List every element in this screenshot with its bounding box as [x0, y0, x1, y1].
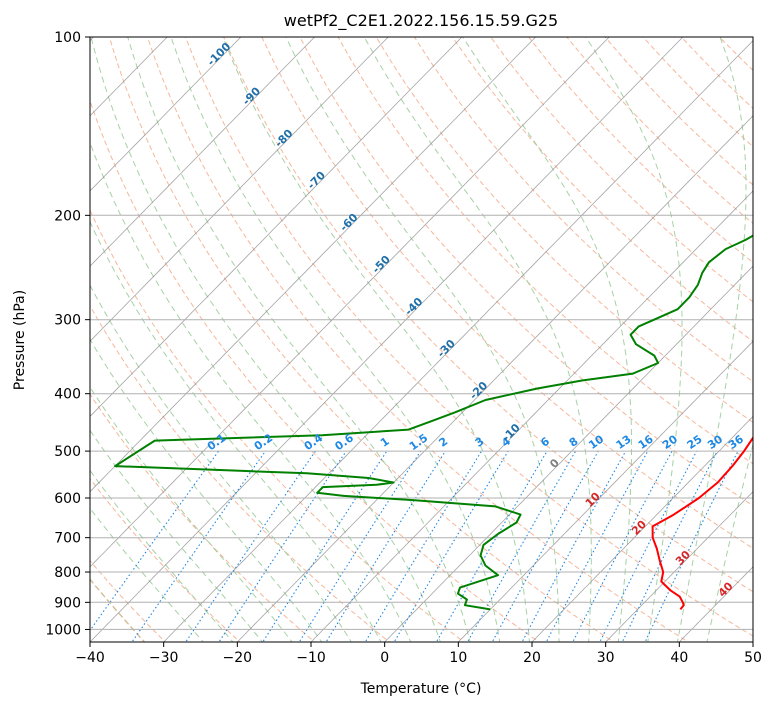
mixing-ratio-line [545, 450, 649, 642]
x-tick-label: 20 [523, 650, 541, 666]
moist-adiabat-line [90, 141, 412, 642]
x-axis-title: Temperature (°C) [360, 681, 482, 697]
dry-adiabat-line [90, 393, 316, 642]
y-tick-label: 900 [54, 595, 81, 611]
x-tick-label: 30 [597, 650, 615, 666]
dry-adiabat-line [413, 37, 753, 383]
y-axis-title: Pressure (hPa) [12, 290, 28, 390]
mixing-ratio-line [185, 450, 316, 642]
plot-area [90, 37, 753, 642]
dry-adiabat-line [758, 37, 775, 644]
x-tick-label: 50 [744, 650, 762, 666]
profile-lines [114, 234, 753, 611]
y-tick-label: 700 [54, 531, 81, 547]
x-tick-label: 40 [670, 650, 688, 666]
isotherm-line [90, 37, 463, 418]
dry-adiabat-line [90, 477, 241, 642]
y-tick-label: 400 [54, 387, 81, 403]
y-tick-label: 1000 [45, 622, 81, 638]
x-axis: −40 −30 −20 −10 0 10 20 30 40 50 [75, 642, 762, 666]
isotherm-line [90, 37, 389, 342]
mixing-ratio-line [435, 450, 548, 642]
moist-adiabat-line [90, 220, 382, 642]
pressure-gridlines [90, 37, 753, 630]
mixing-ratio-line [325, 450, 446, 642]
mixing-ratio-line [572, 450, 673, 642]
dewpoint-line [114, 234, 753, 611]
outer-curve-line [0, 37, 73, 644]
x-tick-label: −40 [75, 650, 105, 666]
mixing-ratio-line [521, 450, 627, 642]
mixing-ratio-line [599, 450, 698, 642]
dry-adiabat-line [90, 99, 540, 642]
plot-frame [89, 36, 754, 643]
isotherm-line [90, 37, 610, 568]
y-tick-label: 800 [54, 565, 81, 581]
dry-adiabat-line [146, 37, 690, 642]
chart-title: wetPf2_C2E1.2022.156.15.59.G25 [284, 11, 558, 31]
mixing-ratio-line [262, 450, 388, 642]
isotherm-line [90, 37, 536, 493]
dry-adiabat-line [261, 37, 753, 549]
y-tick-label: 200 [54, 208, 81, 224]
dry-adiabat-line [299, 37, 753, 507]
x-tick-label: −30 [149, 650, 179, 666]
x-tick-label: −20 [223, 650, 253, 666]
x-tick-label: 10 [449, 650, 467, 666]
y-tick-label: 100 [54, 30, 81, 46]
dry-adiabat-line [451, 37, 753, 343]
isotherm-line [752, 641, 753, 642]
x-tick-label: 0 [380, 650, 389, 666]
y-tick-label: 300 [54, 313, 81, 329]
x-tick-label: −10 [296, 650, 326, 666]
y-tick-label: 500 [54, 444, 81, 460]
mixing-ratio-line [131, 450, 266, 642]
mixing-ratio-line [218, 450, 347, 642]
temperature-line [651, 436, 753, 611]
y-tick-label: 600 [54, 491, 81, 507]
y-axis: 100 200 300 400 500 600 700 800 900 1000 [45, 30, 90, 638]
mixing-ratio-line [90, 450, 220, 632]
mixing-ratio-line [298, 450, 422, 642]
